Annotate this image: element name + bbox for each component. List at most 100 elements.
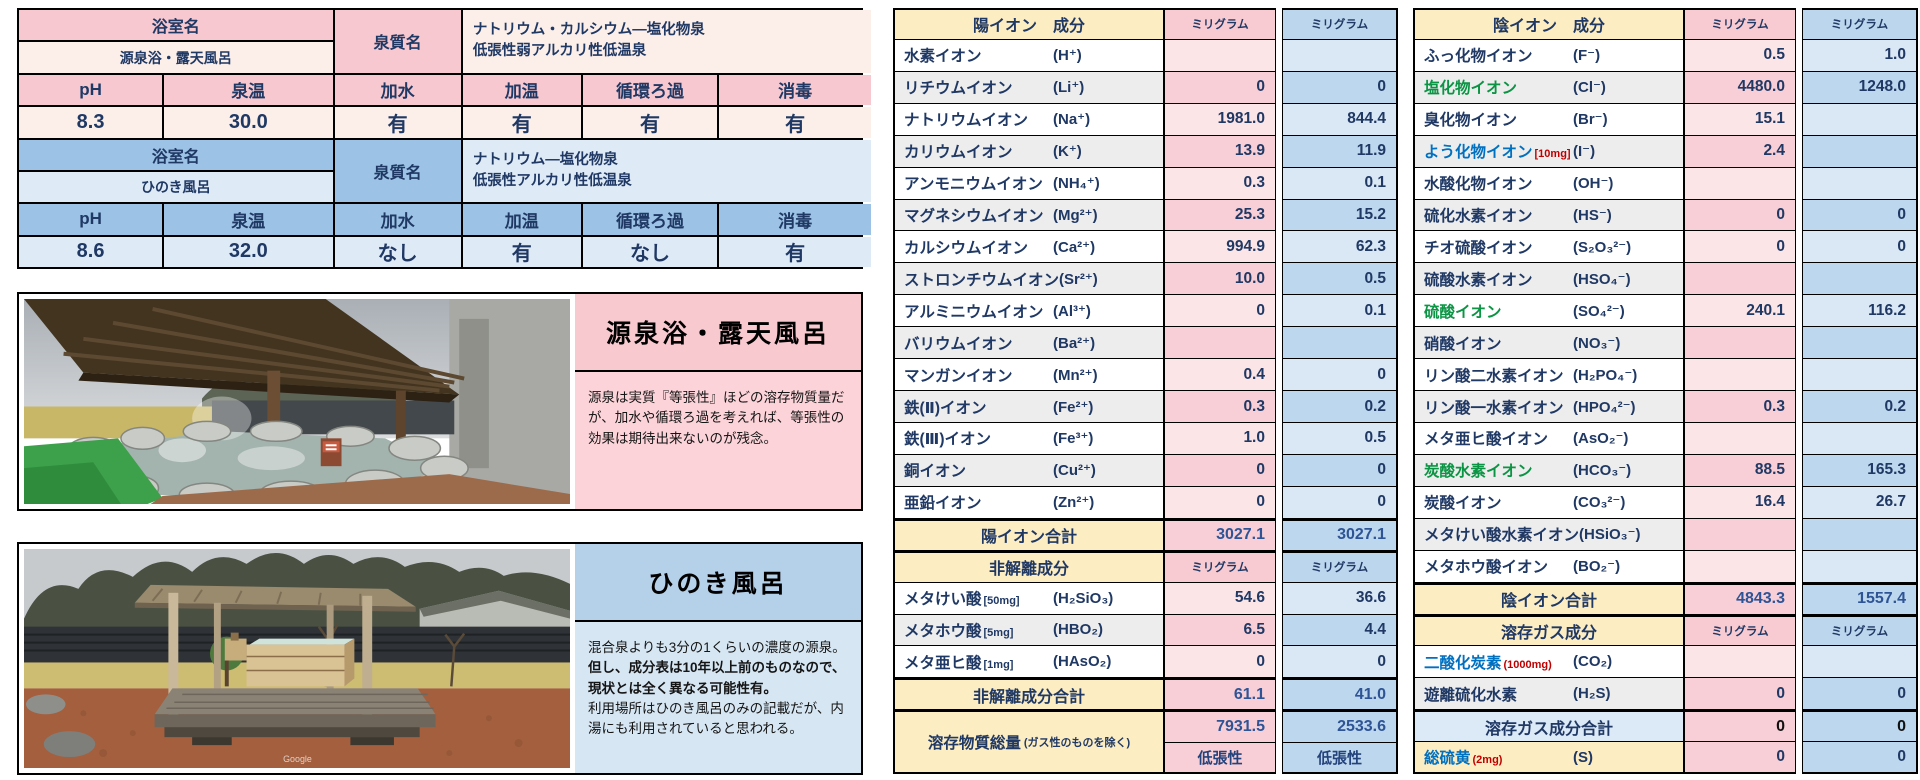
ion-name: 銅イオン	[904, 459, 1053, 481]
column-gutter	[1796, 295, 1802, 328]
ion-name: カリウムイオン	[904, 140, 1053, 162]
ion-name-text: 鉄(Ⅲ)イオン	[904, 431, 991, 449]
value-mg-1	[1165, 39, 1276, 72]
column-gutter	[1796, 646, 1802, 679]
ion-formula: (HCO₃⁻)	[1573, 462, 1632, 480]
ion-row: メタけい酸水素イオン (HSiO₃⁻)	[1413, 518, 1918, 551]
param-value-filtration: 有	[582, 107, 718, 138]
value-mg-1: 16.4	[1685, 486, 1796, 519]
ion-row: 総硫黄 (2mg) (S) 0 0	[1413, 742, 1918, 775]
ion-name-cell: チオ硫酸イオン (S₂O₃²⁻)	[1413, 231, 1685, 264]
value-mg-2: 165.3	[1802, 454, 1918, 487]
value-mg-2	[1802, 103, 1918, 136]
ion-name-cell: カリウムイオン (K⁺)	[893, 135, 1165, 168]
photo-watermark: Google	[283, 754, 312, 764]
ion-formula: (Na⁺)	[1053, 111, 1091, 129]
value-mg-2: 26.7	[1802, 486, 1918, 519]
value-text: 0.3	[1763, 397, 1785, 415]
dissolved-total-2: 2533.6 低張性	[1282, 710, 1398, 775]
value-text: 0.5	[1364, 429, 1386, 447]
total-value-text: 61.1	[1233, 685, 1265, 703]
ion-name: カルシウムイオン	[904, 236, 1053, 258]
ion-name-text: ナトリウムイオン	[904, 112, 1029, 130]
total-label-cell: 溶存ガス成分合計	[1413, 710, 1685, 743]
total-label: 非解離成分合計	[972, 688, 1085, 706]
ion-name-text: 鉄(Ⅱ)イオン	[904, 399, 987, 417]
ion-formula: (I⁻)	[1573, 143, 1596, 161]
ion-name-cell: マンガンイオン (Mn²⁺)	[893, 359, 1165, 392]
ion-name-cell: 硫酸イオン (SO₄²⁻)	[1413, 295, 1685, 328]
ion-name: よう化物イオン [10mg]	[1424, 140, 1573, 162]
column-gutter	[1796, 582, 1802, 615]
column-gutter	[1276, 263, 1282, 296]
ion-row: チオ硫酸イオン (S₂O₃²⁻) 0 0	[1413, 231, 1918, 264]
ion-name-note: [50mg]	[983, 595, 1020, 608]
ion-name: 硝酸イオン	[1424, 332, 1573, 354]
value-text: 62.3	[1355, 237, 1386, 255]
value-mg-1	[1685, 422, 1796, 455]
ion-formula: (SO₄²⁻)	[1573, 302, 1625, 320]
total-label-cell: 陽イオン合計	[893, 518, 1165, 551]
ion-name-text: ストロンチウムイオン	[904, 271, 1060, 289]
ion-formula: (Cu²⁺)	[1053, 462, 1096, 480]
total-value-text: 41.0	[1354, 685, 1386, 703]
total-value-2: 41.0	[1282, 678, 1398, 711]
ion-name-text: メタホウ酸イオン	[1424, 559, 1549, 577]
column-gutter	[1276, 8, 1282, 40]
ion-name-note: [10mg]	[1534, 148, 1571, 161]
param-value-heating: 有	[462, 236, 581, 267]
ion-row: 炭酸水素イオン (HCO₃⁻) 88.5 165.3	[1413, 454, 1918, 487]
ion-name-text: 臭化物イオン	[1424, 112, 1518, 130]
ion-name-text: マグネシウムイオン	[904, 207, 1044, 225]
total-value-1: 4843.3	[1685, 582, 1796, 615]
value-text: 0	[1256, 652, 1265, 670]
ion-name: ストロンチウムイオン	[904, 268, 1059, 290]
ion-row: 硫酸イオン (SO₄²⁻) 240.1 116.2	[1413, 295, 1918, 328]
value-mg-1	[1685, 359, 1796, 392]
value-text: 1981.0	[1217, 110, 1265, 128]
ion-row: カリウムイオン (K⁺) 13.9 11.9	[893, 135, 1398, 168]
value-text: 11.9	[1356, 142, 1386, 160]
ion-row: 二酸化炭素 (1000mg) (CO₂)	[1413, 646, 1918, 679]
ion-name-text: 遊離硫化水素	[1424, 686, 1518, 704]
ion-name-text: メタホウ酸	[904, 622, 982, 640]
ion-formula: (CO₃²⁻)	[1573, 494, 1626, 512]
ion-name: メタ亜ヒ酸イオン	[1424, 427, 1573, 449]
rotenburo-panel: 源泉浴・露天風呂 源泉は実質『等張性』ほどの溶存物質量だが、加水や循環ろ過を考え…	[575, 294, 861, 509]
column-gutter	[1276, 103, 1282, 136]
ion-row: リン酸二水素イオン (H₂PO₄⁻)	[1413, 359, 1918, 392]
value-mg-1: 0	[1165, 646, 1276, 679]
column-gutter	[1796, 550, 1802, 583]
param-header-filtration: 循環ろ過	[582, 74, 718, 106]
section-header-row: 非解離成分 ミリグラム ミリグラム	[893, 550, 1398, 583]
unit-label-2: ミリグラム	[1282, 550, 1398, 583]
param-header-water-add: 加水	[334, 74, 461, 106]
param-header-filtration: 循環ろ過	[582, 204, 718, 235]
column-gutter	[1796, 710, 1802, 743]
ion-row: 鉄(Ⅱ)イオン (Fe²⁺) 0.3 0.2	[893, 391, 1398, 423]
column-gutter	[1276, 39, 1282, 72]
ion-name-cell: 硝酸イオン (NO₃⁻)	[1413, 327, 1685, 360]
ion-name-cell: アンモニウムイオン (NH₄⁺)	[893, 167, 1165, 200]
value-text: 0	[1776, 205, 1785, 223]
spring-quality-text: ナトリウム―塩化物泉 低張性アルカリ性低温泉	[462, 139, 871, 203]
value-text: 15.2	[1355, 205, 1386, 223]
description-paragraph: 混合泉よりも3分の1くらいの濃度の源泉。	[588, 640, 846, 655]
quality-line: ナトリウム―塩化物泉	[472, 151, 618, 168]
total-row: 非解離成分合計 61.1 41.0	[893, 678, 1398, 711]
unit-label-1: ミリグラム	[1685, 614, 1796, 647]
value-mg-2: 0	[1802, 742, 1918, 775]
ion-name-text: マンガンイオン	[904, 367, 1013, 385]
ion-name: メタ亜ヒ酸 [1mg]	[904, 651, 1053, 673]
total-value-text: 3027.1	[1337, 526, 1386, 544]
ion-name-text: メタけい酸水素イオン	[1424, 527, 1580, 545]
bath-name-label: 浴室名	[19, 10, 333, 41]
value-mg-2: 0.2	[1282, 391, 1398, 423]
total-row: 溶存ガス成分合計 0 0	[1413, 710, 1918, 743]
value-mg-2: 0	[1282, 486, 1398, 519]
value-mg-1: 0	[1685, 678, 1796, 711]
dissolved-total-label-cell: 溶存物質総量 (ガス性のものを除く)	[893, 710, 1165, 775]
ion-row: 臭化物イオン (Br⁻) 15.1	[1413, 103, 1918, 136]
value-mg-2	[1802, 263, 1918, 296]
total-value-2: 1557.4	[1802, 582, 1918, 615]
